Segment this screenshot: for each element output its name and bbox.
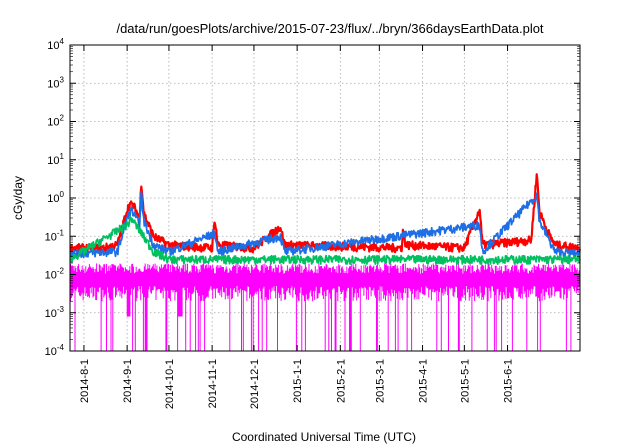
x-tick-label: 2014-11-1 xyxy=(207,359,219,408)
series-magenta xyxy=(70,263,581,351)
series-red xyxy=(69,173,581,254)
x-tick-label: 2015-6-1 xyxy=(503,359,515,403)
y-tick-label: 100 xyxy=(47,190,64,205)
y-tick-label: 104 xyxy=(47,37,64,52)
y-tick-label: 10-2 xyxy=(45,267,65,282)
x-tick-label: 2014-9-1 xyxy=(122,359,134,403)
series-layer xyxy=(69,173,581,351)
x-tick-label: 2015-2-1 xyxy=(335,359,347,403)
x-tick-label: 2015-3-1 xyxy=(374,359,386,403)
series-green xyxy=(69,215,581,265)
series-blue xyxy=(69,190,581,259)
x-tick-label: 2014-8-1 xyxy=(79,359,91,403)
x-tick-label: 2015-4-1 xyxy=(418,359,430,403)
y-tick-label: 103 xyxy=(47,75,64,90)
x-tick-label: 2014-10-1 xyxy=(164,359,176,409)
y-axis-label: cGy/day xyxy=(11,176,25,220)
y-tick-label: 102 xyxy=(47,114,64,129)
x-tick-label: 2015-5-1 xyxy=(459,359,471,403)
x-axis: 2014-8-1 2014-9-1 2014-10-1 2014-11-1 2014-1… xyxy=(79,45,515,409)
y-tick-label: 101 xyxy=(47,152,64,167)
y-tick-label: 10-4 xyxy=(45,343,65,358)
y-tick-label: 10-3 xyxy=(45,305,65,320)
y-tick-label: 10-1 xyxy=(45,228,65,243)
x-tick-label: 2014-12-1 xyxy=(249,359,261,409)
chart-title: /data/run/goesPlots/archive/2015-07-23/f… xyxy=(116,21,543,36)
y-axis: 10-4 10-3 10-2 10-1 100 101 102 103 104 xyxy=(45,37,580,358)
x-tick-label: 2015-1-1 xyxy=(292,359,304,403)
x-axis-label: Coordinated Universal Time (UTC) xyxy=(232,430,416,444)
